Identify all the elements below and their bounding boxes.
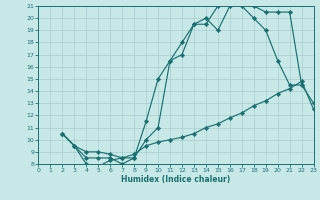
X-axis label: Humidex (Indice chaleur): Humidex (Indice chaleur) bbox=[121, 175, 231, 184]
